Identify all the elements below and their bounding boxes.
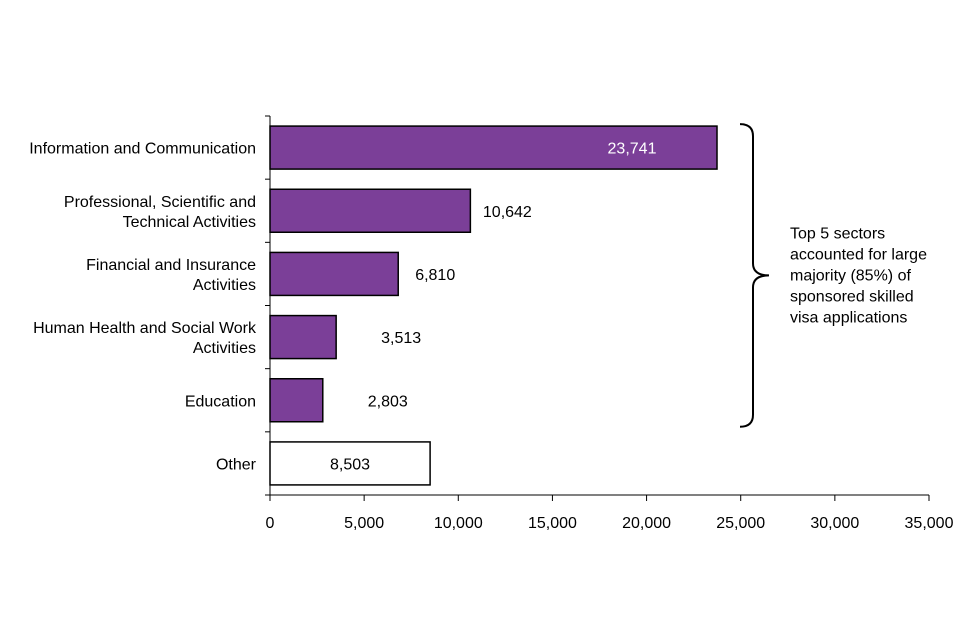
category-label-5: Other [216, 456, 257, 473]
bar-4 [269, 378, 324, 423]
bar-1 [269, 188, 472, 233]
x-tick-label-3: 15,000 [528, 515, 577, 532]
annotation-line-3: sponsored skilled [790, 288, 914, 305]
value-label-2: 6,810 [415, 267, 455, 284]
annotation-line-4: visa applications [790, 309, 907, 326]
category-label-4: Education [185, 393, 256, 410]
value-label-1: 10,642 [483, 204, 532, 221]
value-label-5: 8,503 [330, 456, 370, 473]
value-label-4: 2,803 [368, 393, 408, 410]
x-tick-label-2: 10,000 [434, 515, 483, 532]
x-tick-label-5: 25,000 [716, 515, 765, 532]
x-tick-label-1: 5,000 [344, 515, 384, 532]
bar-5 [269, 441, 431, 486]
annotation-line-1: accounted for large [790, 246, 927, 263]
x-tick-label-6: 30,000 [810, 515, 859, 532]
category-label-2-line-1: Activities [193, 277, 256, 294]
category-label-2-line-0: Financial and Insurance [86, 257, 256, 274]
annotation-line-2: majority (85%) of [790, 267, 911, 284]
category-label-0: Information and Communication [29, 141, 256, 158]
bar-0 [269, 125, 718, 170]
value-label-0: 23,741 [608, 141, 657, 158]
annotation-layer: Top 5 sectors accounted for large majority… [739, 123, 927, 428]
category-label-1-line-0: Professional, Scientific and [64, 194, 256, 211]
bar-3 [269, 314, 337, 360]
top5-bracket [739, 123, 770, 428]
x-tick-label-0: 0 [266, 515, 275, 532]
category-label-3-line-0: Human Health and Social Work [33, 320, 257, 337]
bar-2 [269, 251, 399, 297]
value-label-3: 3,513 [381, 330, 421, 347]
category-label-1-line-1: Technical Activities [123, 214, 256, 231]
labels-layer: Information and Communication 23,741 Profe… [29, 141, 656, 474]
annotation-line-0: Top 5 sectors [790, 225, 885, 242]
axis-layer: 0 5,000 10,000 15,000 20,000 25,000 30,000 35,0… [265, 115, 954, 532]
x-tick-label-7: 35,000 [905, 515, 954, 532]
bars-layer [269, 125, 718, 486]
x-tick-label-4: 20,000 [622, 515, 671, 532]
category-label-3-line-1: Activities [193, 340, 256, 357]
